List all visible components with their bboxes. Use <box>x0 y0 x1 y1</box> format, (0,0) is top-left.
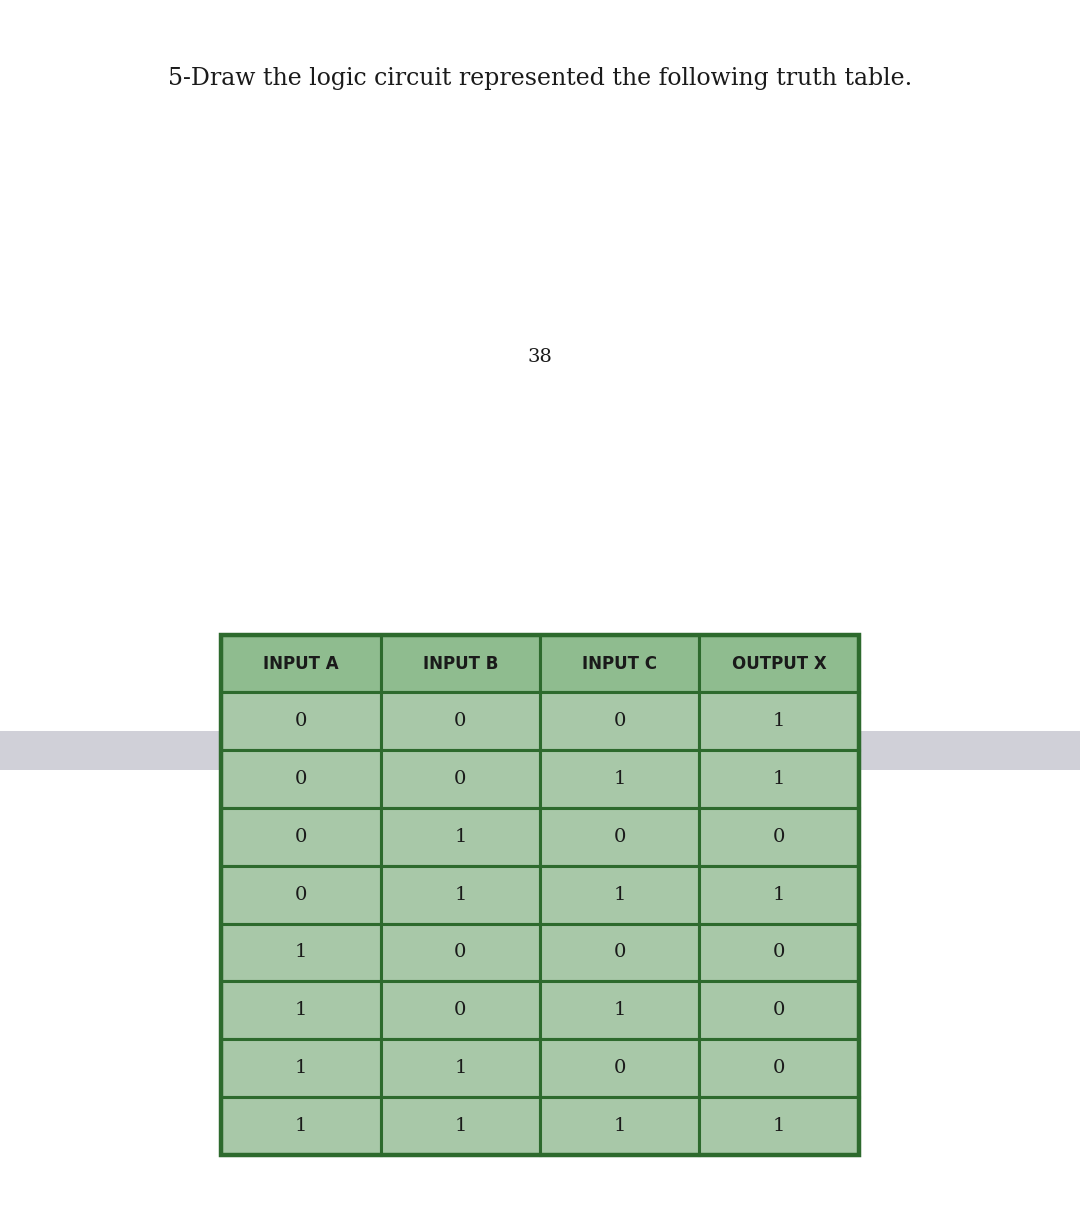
Bar <box>540 808 700 866</box>
Text: 1: 1 <box>613 1117 625 1135</box>
Bar <box>700 808 859 866</box>
Bar <box>700 751 859 808</box>
Bar <box>700 924 859 982</box>
Text: 0: 0 <box>295 886 307 903</box>
Bar <box>381 1097 540 1155</box>
Bar <box>221 982 381 1039</box>
Text: 1: 1 <box>295 1059 307 1077</box>
Bar <box>381 635 540 693</box>
Bar <box>381 808 540 866</box>
Text: 1: 1 <box>295 1117 307 1135</box>
Bar <box>221 808 381 866</box>
Bar <box>381 866 540 924</box>
Bar <box>700 693 859 751</box>
Text: 0: 0 <box>613 943 625 961</box>
Bar <box>381 1039 540 1097</box>
Bar <box>0 731 1080 770</box>
Bar <box>700 1097 859 1155</box>
Bar <box>700 866 859 924</box>
Text: 0: 0 <box>613 1059 625 1077</box>
Bar <box>540 1097 700 1155</box>
Text: 1: 1 <box>613 886 625 903</box>
Bar <box>381 924 540 982</box>
Text: 0: 0 <box>455 770 467 788</box>
Text: 1: 1 <box>613 1001 625 1019</box>
Bar <box>221 635 859 1155</box>
Text: 0: 0 <box>295 770 307 788</box>
Bar <box>221 1039 381 1097</box>
Text: 0: 0 <box>295 712 307 730</box>
Bar <box>221 751 381 808</box>
Bar <box>221 693 381 751</box>
Bar <box>221 866 381 924</box>
Text: INPUT A: INPUT A <box>264 654 339 672</box>
Text: 0: 0 <box>455 943 467 961</box>
Text: 0: 0 <box>773 1001 785 1019</box>
Text: 1: 1 <box>455 828 467 846</box>
Bar <box>221 1097 381 1155</box>
Bar <box>381 693 540 751</box>
Text: 0: 0 <box>773 828 785 846</box>
Text: INPUT B: INPUT B <box>422 654 498 672</box>
Text: 1: 1 <box>295 943 307 961</box>
Text: 0: 0 <box>773 943 785 961</box>
Text: 1: 1 <box>613 770 625 788</box>
Text: 1: 1 <box>455 886 467 903</box>
Bar <box>540 751 700 808</box>
Bar <box>700 1039 859 1097</box>
Text: 0: 0 <box>295 828 307 846</box>
Bar <box>381 982 540 1039</box>
Bar <box>381 751 540 808</box>
Text: 1: 1 <box>773 712 785 730</box>
Text: 1: 1 <box>295 1001 307 1019</box>
Bar <box>540 1039 700 1097</box>
Text: 5-Draw the logic circuit represented the following truth table.: 5-Draw the logic circuit represented the… <box>167 66 913 91</box>
Bar <box>221 635 381 693</box>
Text: 0: 0 <box>613 712 625 730</box>
Text: 1: 1 <box>773 886 785 903</box>
Bar <box>540 924 700 982</box>
Text: 1: 1 <box>773 770 785 788</box>
Bar <box>540 635 700 693</box>
Text: 1: 1 <box>773 1117 785 1135</box>
Bar <box>540 866 700 924</box>
Text: 0: 0 <box>773 1059 785 1077</box>
Text: 0: 0 <box>455 1001 467 1019</box>
Bar <box>540 693 700 751</box>
Text: INPUT C: INPUT C <box>582 654 657 672</box>
Bar <box>700 635 859 693</box>
Text: 0: 0 <box>455 712 467 730</box>
Text: 38: 38 <box>527 348 553 365</box>
Text: OUTPUT X: OUTPUT X <box>731 654 826 672</box>
Text: 1: 1 <box>455 1117 467 1135</box>
Text: 1: 1 <box>455 1059 467 1077</box>
Bar <box>540 982 700 1039</box>
Text: 0: 0 <box>613 828 625 846</box>
Bar <box>221 924 381 982</box>
Bar <box>700 982 859 1039</box>
